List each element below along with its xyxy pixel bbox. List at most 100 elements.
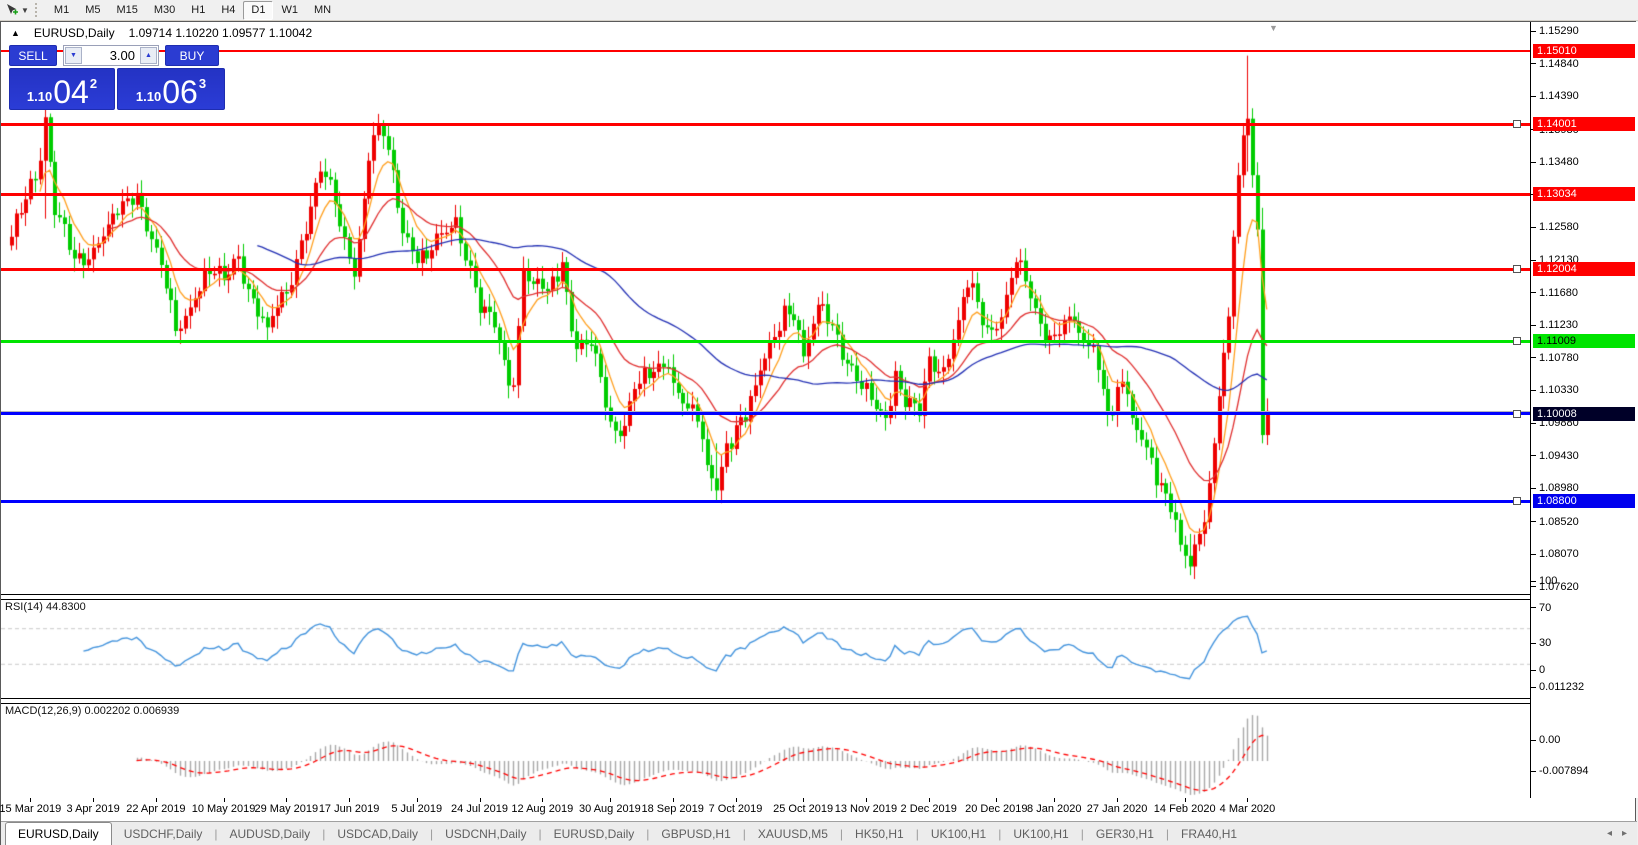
buy-button[interactable]: BUY xyxy=(165,45,219,66)
time-axis-label: 30 Aug 2019 xyxy=(579,803,641,815)
time-axis-tick xyxy=(735,798,737,802)
timeframe-button-mn[interactable]: MN xyxy=(313,4,332,16)
time-axis-tick xyxy=(349,798,351,802)
tab-scroll-left-icon[interactable]: ◂ xyxy=(1606,828,1612,839)
tab-separator: | xyxy=(1165,826,1170,841)
price-chart-canvas[interactable] xyxy=(1,22,1530,594)
macd-canvas[interactable] xyxy=(1,702,1530,798)
chart-tab-gbpusd-h1[interactable]: GBPUSD,H1 xyxy=(661,826,731,841)
time-axis-tick xyxy=(30,798,32,802)
horizontal-line-1.13034[interactable] xyxy=(1,192,1530,196)
time-axis-label: 14 Feb 2020 xyxy=(1153,803,1216,815)
chart-tab-usdchf-daily[interactable]: USDCHF,Daily xyxy=(123,826,203,841)
chart-window: ▲ EURUSD,Daily 1.09714 1.10220 1.09577 1… xyxy=(0,21,1638,845)
chart-tab-usdcnh-daily[interactable]: USDCNH,Daily xyxy=(445,826,527,841)
macd-axis-tick: -0.007894 xyxy=(1531,765,1638,777)
rsi-canvas[interactable] xyxy=(1,598,1530,698)
horizontal-line-1.15010[interactable] xyxy=(1,50,1530,53)
time-axis-tick xyxy=(1054,798,1056,802)
time-axis[interactable]: 15 Mar 2019 3 Apr 2019 22 Apr 2019 10 May 2… xyxy=(0,798,1530,821)
horizontal-line-1.12004[interactable] xyxy=(1,267,1530,271)
hline-handle[interactable] xyxy=(1513,337,1521,346)
buy-price-pip-digit: 3 xyxy=(198,76,207,91)
price-axis-tick: 1.15290 xyxy=(1531,25,1638,37)
horizontal-line-1.08800[interactable] xyxy=(1,499,1530,503)
rsi-axis-tick: 70 xyxy=(1531,602,1638,614)
price-axis-tick: 1.10330 xyxy=(1531,384,1638,396)
toolbar-grip[interactable] xyxy=(34,3,40,17)
horizontal-line-1.10008[interactable] xyxy=(1,412,1530,416)
chart-tab-usdcad-daily[interactable]: USDCAD,Daily xyxy=(337,826,418,841)
volume-increase-button[interactable]: ▲ xyxy=(140,47,157,64)
chart-tab-xauusd-m5[interactable]: XAUUSD,M5 xyxy=(757,826,828,841)
tab-scroll-right-icon[interactable]: ▸ xyxy=(1621,828,1627,839)
chart-tab-hk50-h1[interactable]: HK50,H1 xyxy=(855,826,904,841)
time-axis-label: 20 Dec 2019 xyxy=(965,803,1028,815)
buy-price-display[interactable]: 1.10 06 3 xyxy=(117,68,225,110)
timeframe-button-d1[interactable]: D1 xyxy=(243,0,274,20)
chart-shift-marker[interactable]: ▼ xyxy=(1269,23,1278,33)
hline-handle[interactable] xyxy=(1513,265,1521,274)
time-axis-label: 22 Apr 2019 xyxy=(126,803,186,815)
tab-separator: | xyxy=(915,826,919,841)
price-axis-tick: 1.11680 xyxy=(1531,287,1638,299)
panel-separator[interactable] xyxy=(1,594,1530,600)
buy-price-prefix: 1.10 xyxy=(135,89,162,104)
horizontal-line-1.11009[interactable] xyxy=(1,339,1530,343)
time-axis-label: 18 Sep 2019 xyxy=(641,803,704,815)
volume-spinbox: ▼ 3.00 ▲ xyxy=(63,45,159,66)
horizontal-line-1.14001[interactable] xyxy=(1,122,1530,126)
timeframe-button-m15[interactable]: M15 xyxy=(116,4,138,16)
chart-tab-ger30-h1[interactable]: GER30,H1 xyxy=(1095,826,1154,841)
price-line-label: 1.12004 xyxy=(1533,262,1635,277)
price-line-label: 1.11009 xyxy=(1533,334,1635,349)
buy-price-big-digits: 06 xyxy=(162,74,198,110)
timeframe-button-m30[interactable]: M30 xyxy=(153,4,176,16)
tool-dropdown-caret[interactable]: ▼ xyxy=(21,5,29,15)
time-axis-tick xyxy=(803,798,805,802)
timeframe-button-m5[interactable]: M5 xyxy=(85,4,101,16)
chart-tab-uk100-h1[interactable]: UK100,H1 xyxy=(930,826,987,841)
timeframe-button-h4[interactable]: H4 xyxy=(221,4,236,16)
tab-separator: | xyxy=(538,826,542,841)
rsi-axis-tick: 0 xyxy=(1531,664,1638,676)
crosshair-cursor-icon[interactable] xyxy=(3,2,21,18)
rsi-axis-tick: 30 xyxy=(1531,637,1638,649)
volume-decrease-button[interactable]: ▼ xyxy=(65,47,82,64)
price-axis[interactable]: 1.152901.148401.143901.139301.134801.130… xyxy=(1530,22,1638,798)
chart-tab-uk100-h1[interactable]: UK100,H1 xyxy=(1013,826,1069,841)
hline-handle[interactable] xyxy=(1513,120,1521,129)
sell-price-display[interactable]: 1.10 04 2 xyxy=(9,68,115,110)
time-axis-label: 2 Dec 2019 xyxy=(900,803,957,815)
panel-separator[interactable] xyxy=(1,698,1530,704)
macd-indicator-label: MACD(12,26,9) 0.002202 0.006939 xyxy=(5,705,180,717)
chart-tab-audusd-daily[interactable]: AUDUSD,Daily xyxy=(229,826,311,841)
price-axis-tick: 1.08070 xyxy=(1531,548,1638,560)
tab-separator: | xyxy=(839,826,844,841)
time-axis-label: 5 Jul 2019 xyxy=(391,803,443,815)
time-axis-tick xyxy=(1247,798,1249,802)
chart-tab-eurusd-daily[interactable]: EURUSD,Daily xyxy=(553,826,635,841)
hline-handle[interactable] xyxy=(1513,409,1521,418)
price-axis-tick: 1.10780 xyxy=(1531,352,1638,364)
sell-button[interactable]: SELL xyxy=(9,45,57,66)
chart-tab-fra40-h1[interactable]: FRA40,H1 xyxy=(1181,826,1238,841)
time-axis-tick xyxy=(542,798,544,802)
price-axis-tick: 1.12580 xyxy=(1531,221,1638,233)
time-axis-tick xyxy=(416,798,418,802)
time-axis-label: 12 Aug 2019 xyxy=(511,803,574,815)
time-axis-label: 29 May 2019 xyxy=(254,803,319,815)
time-axis-label: 10 May 2019 xyxy=(191,803,256,815)
price-axis-tick: 1.13480 xyxy=(1531,156,1638,168)
time-axis-label: 17 Jun 2019 xyxy=(318,803,380,815)
volume-value[interactable]: 3.00 xyxy=(109,48,135,63)
time-axis-tick xyxy=(155,798,157,802)
timeframe-button-h1[interactable]: H1 xyxy=(191,4,206,16)
hline-handle[interactable] xyxy=(1513,497,1521,506)
timeframe-button-m1[interactable]: M1 xyxy=(53,4,70,16)
timeframe-button-w1[interactable]: W1 xyxy=(281,4,298,16)
time-axis-tick xyxy=(672,798,674,802)
time-axis-label: 8 Jan 2020 xyxy=(1027,803,1082,815)
tab-separator: | xyxy=(742,826,746,841)
chart-tab-eurusd-daily[interactable]: EURUSD,Daily xyxy=(5,822,112,845)
